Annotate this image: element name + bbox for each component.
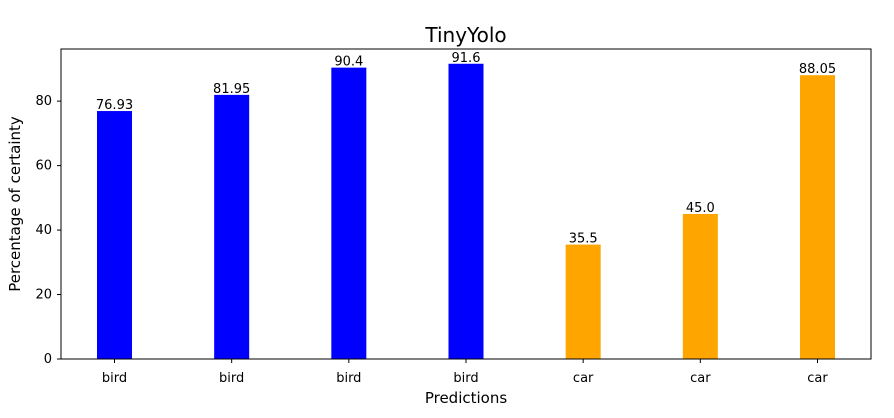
bar-5	[565, 244, 601, 359]
data-label-4: 91.6	[452, 51, 481, 66]
bar-4	[448, 63, 484, 360]
x-axis-ticks: bird bird bird bird car car car	[102, 359, 828, 386]
x-tick-label-5: car	[573, 371, 594, 386]
data-label-7: 88.05	[799, 62, 836, 77]
data-label-2: 81.95	[213, 82, 250, 97]
data-label-5: 35.5	[569, 232, 598, 247]
x-tick-label-3: bird	[336, 371, 361, 386]
bar-2	[214, 94, 250, 359]
x-tick-label-7: car	[807, 371, 828, 386]
x-tick-label-4: bird	[453, 371, 478, 386]
bar-7	[800, 75, 835, 360]
y-axis-label: Percentage of certainty	[6, 116, 24, 292]
plot-frame	[60, 48, 872, 360]
data-label-1: 76.93	[96, 98, 133, 113]
data-label-3: 90.4	[334, 55, 363, 70]
x-tick-label-6: car	[690, 371, 711, 386]
bar-3	[331, 67, 367, 360]
x-tick-label-1: bird	[102, 371, 127, 386]
data-labels-layer: 76.93 81.95 90.4 91.6 35.5 45.0 88.05	[96, 51, 836, 247]
y-tick-label-60: 60	[35, 159, 52, 174]
chart-title: TinyYolo	[424, 23, 506, 47]
y-axis-ticks: 0 20 40 60 80	[35, 94, 61, 367]
bars-layer	[97, 63, 835, 360]
y-tick-label-20: 20	[35, 288, 52, 303]
data-label-6: 45.0	[686, 201, 715, 216]
x-axis-label: Predictions	[425, 389, 508, 407]
y-tick-label-40: 40	[35, 223, 52, 238]
x-tick-label-2: bird	[219, 371, 244, 386]
bar-6	[682, 213, 718, 359]
bar-1	[97, 111, 132, 359]
y-tick-label-80: 80	[35, 94, 52, 109]
y-tick-label-0: 0	[44, 352, 52, 367]
